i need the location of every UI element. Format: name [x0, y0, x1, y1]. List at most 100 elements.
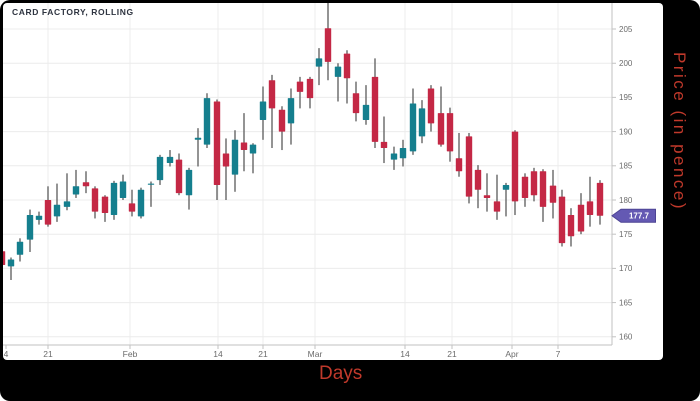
- candle[interactable]: [362, 85, 370, 125]
- candle[interactable]: [352, 81, 360, 122]
- bottom-bar: Days: [0, 360, 700, 401]
- candle[interactable]: [26, 209, 34, 252]
- candle[interactable]: [194, 128, 202, 167]
- candle[interactable]: [334, 63, 342, 102]
- candle-body-down: [44, 199, 52, 225]
- candle[interactable]: [371, 58, 379, 149]
- gridlines: [3, 3, 612, 345]
- candle[interactable]: [128, 189, 136, 217]
- candle-body-up: [409, 103, 417, 152]
- candle[interactable]: [324, 3, 332, 81]
- candle[interactable]: [147, 181, 155, 207]
- candle[interactable]: [399, 139, 407, 167]
- candle-body-up: [418, 108, 426, 137]
- candle-body-up: [16, 241, 24, 255]
- candle-body-up: [399, 148, 407, 159]
- candle[interactable]: [63, 173, 71, 211]
- candle[interactable]: [465, 132, 473, 204]
- candle[interactable]: [437, 86, 445, 147]
- candle[interactable]: [558, 189, 566, 247]
- candle[interactable]: [427, 85, 435, 132]
- x-tick-label: 21: [447, 349, 457, 359]
- candle[interactable]: [101, 195, 109, 222]
- candle[interactable]: [240, 113, 248, 172]
- candle[interactable]: [156, 154, 164, 185]
- candle[interactable]: [287, 88, 295, 145]
- candle[interactable]: [502, 182, 510, 217]
- candlestick-plot[interactable]: 205 200 195 190 185 180 175 170 165 160 4 21 Feb 14 21…: [3, 3, 663, 360]
- candle[interactable]: [483, 173, 491, 212]
- candle-body-up: [362, 104, 370, 120]
- candle[interactable]: [596, 180, 604, 225]
- candle[interactable]: [213, 99, 221, 200]
- candle[interactable]: [380, 116, 388, 164]
- candle[interactable]: [315, 48, 323, 86]
- candle[interactable]: [390, 146, 398, 170]
- x-tick-label: 14: [400, 349, 410, 359]
- candle-body-down: [493, 201, 501, 212]
- candle[interactable]: [474, 165, 482, 209]
- candle-body-down: [530, 171, 538, 196]
- candle[interactable]: [3, 249, 6, 289]
- candle[interactable]: [91, 186, 99, 219]
- y-tick-label: 205: [619, 25, 633, 34]
- candle-body-down: [596, 182, 604, 216]
- candle-body-down: [521, 176, 529, 198]
- candle[interactable]: [549, 169, 557, 219]
- candle-body-up: [137, 189, 145, 217]
- candle[interactable]: [455, 132, 463, 177]
- candle[interactable]: [175, 153, 183, 196]
- candle-body-down: [474, 169, 482, 190]
- candle[interactable]: [268, 74, 276, 149]
- candle[interactable]: [521, 173, 529, 207]
- candle[interactable]: [511, 130, 519, 216]
- candle[interactable]: [493, 174, 501, 220]
- candle-body-down: [101, 196, 109, 213]
- candle[interactable]: [259, 86, 267, 140]
- candle[interactable]: [35, 211, 43, 225]
- candle[interactable]: [446, 107, 454, 162]
- candle[interactable]: [222, 138, 230, 200]
- last-price-tag[interactable]: 177.7: [611, 208, 656, 223]
- y-tick-label: 190: [619, 127, 633, 136]
- candle[interactable]: [231, 130, 239, 192]
- candle[interactable]: [137, 187, 145, 219]
- candle[interactable]: [119, 174, 127, 200]
- candle[interactable]: [409, 88, 417, 155]
- candle[interactable]: [567, 208, 575, 247]
- candle[interactable]: [166, 150, 174, 167]
- candle[interactable]: [296, 76, 304, 109]
- candle[interactable]: [44, 186, 52, 227]
- candle[interactable]: [7, 257, 15, 281]
- candle[interactable]: [53, 183, 61, 222]
- candle-body-up: [53, 204, 61, 217]
- candle[interactable]: [203, 93, 211, 149]
- candle[interactable]: [306, 76, 314, 109]
- candle[interactable]: [16, 238, 24, 262]
- candle-body-down: [371, 76, 379, 142]
- x-axis-ticks: 4 21 Feb 14 21 Mar 14 21 Apr 7: [4, 345, 561, 359]
- candle[interactable]: [82, 171, 90, 194]
- candle[interactable]: [249, 143, 257, 174]
- candle-body-up: [26, 215, 34, 240]
- candle-body-down: [511, 131, 519, 202]
- candle[interactable]: [539, 169, 547, 222]
- y-axis-ticks: 205 200 195 190 185 180 175 170 165 160: [612, 25, 633, 342]
- candles: [3, 3, 604, 289]
- candle[interactable]: [530, 167, 538, 202]
- candle[interactable]: [72, 169, 80, 198]
- candle-body-down: [91, 188, 99, 212]
- candle[interactable]: [586, 176, 594, 227]
- candle[interactable]: [418, 100, 426, 144]
- candle[interactable]: [185, 167, 193, 210]
- candle[interactable]: [343, 50, 351, 104]
- candle-body-down: [268, 80, 276, 109]
- candle-body-down: [446, 113, 454, 152]
- candle[interactable]: [577, 193, 585, 235]
- candle[interactable]: [110, 180, 118, 220]
- candle-body-up: [334, 66, 342, 77]
- candle-body-up: [259, 101, 267, 120]
- y-tick-label: 195: [619, 93, 633, 102]
- candle[interactable]: [278, 106, 286, 151]
